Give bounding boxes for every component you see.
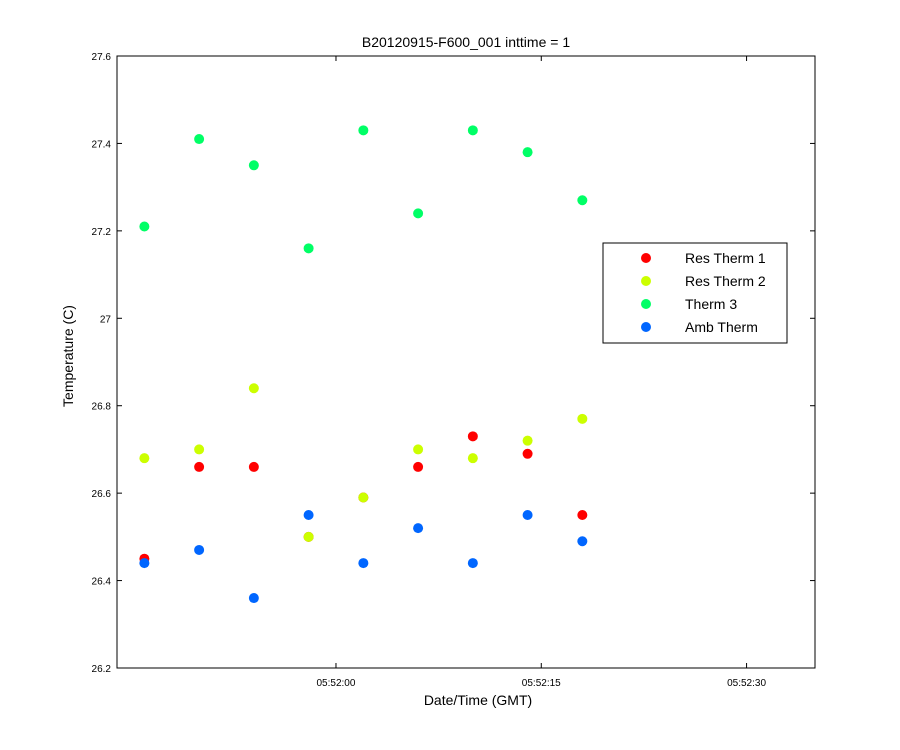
data-point-therm-3 [413,208,424,219]
data-point-res-therm-1 [413,461,424,472]
legend-label-amb-therm: Amb Therm [685,319,758,335]
legend-marker-therm-3 [641,299,651,309]
x-tick-label: 05:52:30 [727,678,766,689]
data-point-res-therm-2 [413,444,424,455]
y-tick-label: 27.6 [92,52,112,63]
data-point-res-therm-2 [522,435,533,446]
y-axis-label: Temperature (C) [60,305,76,407]
data-point-therm-3 [248,160,259,171]
legend-marker-res-therm-2 [641,276,651,286]
data-point-res-therm-2 [467,453,478,464]
data-point-res-therm-1 [194,461,205,472]
data-point-amb-therm [413,523,424,534]
data-point-amb-therm [358,558,369,569]
data-point-res-therm-2 [139,453,150,464]
data-point-therm-3 [139,221,150,232]
data-point-res-therm-1 [522,448,533,459]
data-point-amb-therm [467,558,478,569]
y-tick-label: 26.2 [92,664,112,675]
legend-marker-res-therm-1 [641,253,651,263]
data-point-res-therm-2 [303,531,314,542]
data-point-therm-3 [194,134,205,145]
x-tick-label: 05:52:15 [522,678,561,689]
data-point-amb-therm [194,544,205,555]
data-point-therm-3 [358,125,369,136]
legend-label-therm-3: Therm 3 [685,296,737,312]
y-tick-label: 26.6 [92,489,112,500]
y-tick-label: 27.4 [92,139,112,150]
data-point-res-therm-2 [577,413,588,424]
x-tick-label: 05:52:00 [317,678,356,689]
data-point-res-therm-2 [248,383,259,394]
data-point-amb-therm [577,536,588,547]
legend-label-res-therm-2: Res Therm 2 [685,273,766,289]
legend-label-res-therm-1: Res Therm 1 [685,250,766,266]
legend-box [602,242,788,344]
legend: Res Therm 1 Res Therm 2 Therm 3 Amb Therm [602,242,788,344]
legend-marker-amb-therm [641,322,651,332]
data-point-res-therm-1 [248,461,259,472]
data-point-amb-therm [303,510,314,520]
data-point-therm-3 [522,147,533,158]
y-tick-label: 27.2 [92,227,112,238]
data-point-therm-3 [467,125,478,136]
data-point-amb-therm [139,558,150,569]
legend-items: Res Therm 1 Res Therm 2 Therm 3 Amb Therm [641,250,766,335]
data-point-res-therm-2 [194,444,205,455]
x-axis-label: Date/Time (GMT) [424,692,532,708]
y-tick-label: 27 [100,314,112,325]
data-point-res-therm-1 [467,431,478,442]
data-point-therm-3 [577,195,588,206]
y-tick-label: 26.8 [92,402,112,413]
data-point-res-therm-1 [577,510,588,520]
data-point-res-therm-2 [358,492,369,503]
plot-area [116,55,816,669]
x-axis-ticks: 05:52:00 05:52:15 05:52:30 [317,56,766,689]
data-point-amb-therm [248,593,259,604]
chart-title: B20120915-F600_001 inttime = 1 [362,34,570,50]
data-points [139,125,588,604]
y-axis-ticks: 26.2 26.4 26.6 26.8 27 27.2 27.4 27.6 [92,52,815,675]
data-point-therm-3 [303,243,314,254]
data-point-amb-therm [522,510,533,520]
y-tick-label: 26.4 [92,577,112,588]
